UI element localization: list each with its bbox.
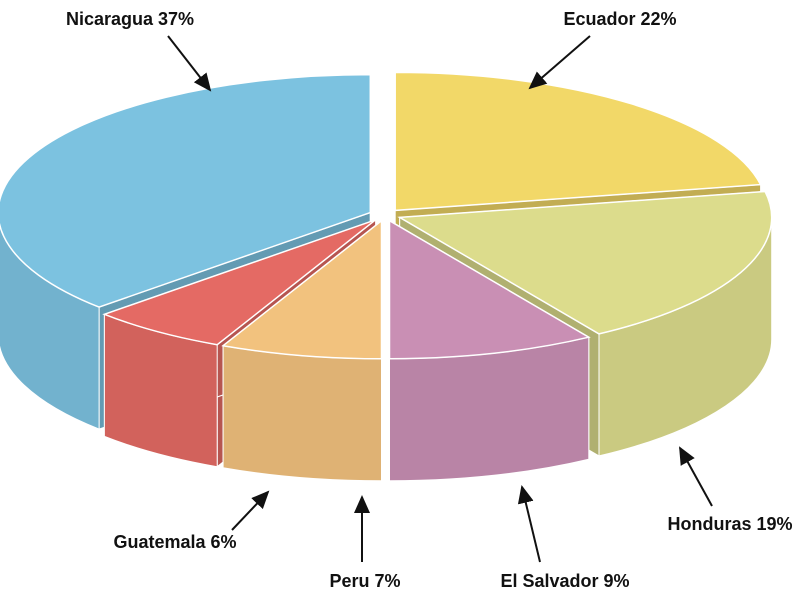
slice xyxy=(0,73,372,308)
slice-label: Peru 7% xyxy=(329,571,400,591)
slice xyxy=(394,71,762,212)
category-name: Ecuador xyxy=(563,9,635,29)
slice-label: Honduras 19% xyxy=(667,514,792,534)
value-label: 6% xyxy=(211,532,237,552)
slice-label: Guatemala 6% xyxy=(113,532,236,552)
category-name: Guatemala xyxy=(113,532,206,552)
value-label: 19% xyxy=(757,514,793,534)
label-arrow xyxy=(231,490,270,531)
label-arrow xyxy=(679,446,713,507)
value-label: 22% xyxy=(641,9,677,29)
slice-label: Nicaragua 37% xyxy=(66,9,194,29)
category-name: Honduras xyxy=(667,514,751,534)
slice-label: El Salvador 9% xyxy=(500,571,629,591)
slice xyxy=(221,219,383,360)
slice xyxy=(397,190,773,335)
value-label: 9% xyxy=(604,571,630,591)
category-name: Peru xyxy=(329,571,369,591)
slice-label: Ecuador 22% xyxy=(563,9,676,29)
label-arrow xyxy=(167,35,212,92)
value-label: 7% xyxy=(375,571,401,591)
label-arrow xyxy=(528,35,591,90)
category-name: Nicaragua xyxy=(66,9,154,29)
slice xyxy=(388,219,591,360)
slice-side xyxy=(222,345,382,482)
category-name: El Salvador xyxy=(500,571,598,591)
slice xyxy=(102,219,377,346)
value-label: 37% xyxy=(158,9,194,29)
label-arrow xyxy=(517,485,541,563)
